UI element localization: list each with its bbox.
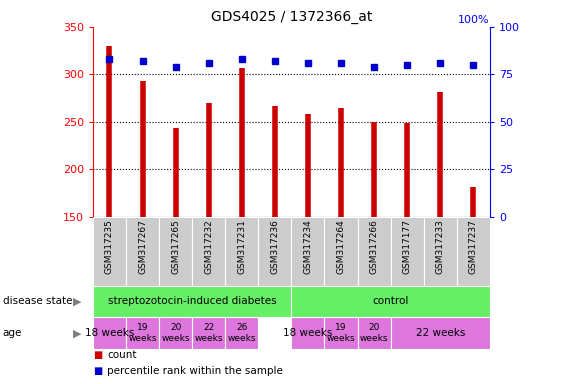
Bar xyxy=(192,217,225,286)
Bar xyxy=(225,317,258,349)
Text: ■: ■ xyxy=(93,366,102,376)
Bar xyxy=(159,217,192,286)
Text: 18 weeks: 18 weeks xyxy=(85,328,134,338)
Bar xyxy=(324,317,358,349)
Text: GSM317231: GSM317231 xyxy=(237,219,246,274)
Text: disease state: disease state xyxy=(3,296,72,306)
Text: ▶: ▶ xyxy=(73,328,82,338)
Text: 19
weeks: 19 weeks xyxy=(128,323,157,343)
Text: streptozotocin-induced diabetes: streptozotocin-induced diabetes xyxy=(108,296,276,306)
Text: percentile rank within the sample: percentile rank within the sample xyxy=(107,366,283,376)
Bar xyxy=(292,317,324,349)
Bar xyxy=(457,217,490,286)
Text: 22 weeks: 22 weeks xyxy=(415,328,465,338)
Text: 26
weeks: 26 weeks xyxy=(227,323,256,343)
Text: GSM317237: GSM317237 xyxy=(469,219,478,274)
Text: ▶: ▶ xyxy=(73,296,82,306)
Title: GDS4025 / 1372366_at: GDS4025 / 1372366_at xyxy=(211,10,372,25)
Text: 18 weeks: 18 weeks xyxy=(283,328,333,338)
Text: control: control xyxy=(372,296,409,306)
Bar xyxy=(225,217,258,286)
Bar xyxy=(391,217,423,286)
Bar xyxy=(423,217,457,286)
Text: ■: ■ xyxy=(93,350,102,360)
Bar xyxy=(292,217,324,286)
Text: 100%: 100% xyxy=(458,15,490,25)
Text: GSM317177: GSM317177 xyxy=(403,219,412,274)
Text: GSM317234: GSM317234 xyxy=(303,219,312,274)
Bar xyxy=(93,286,292,317)
Text: GSM317233: GSM317233 xyxy=(436,219,445,274)
Text: age: age xyxy=(3,328,22,338)
Text: GSM317232: GSM317232 xyxy=(204,219,213,274)
Bar xyxy=(93,317,126,349)
Text: GSM317235: GSM317235 xyxy=(105,219,114,274)
Text: 19
weeks: 19 weeks xyxy=(327,323,355,343)
Text: GSM317265: GSM317265 xyxy=(171,219,180,274)
Bar xyxy=(292,286,490,317)
Bar xyxy=(358,217,391,286)
Bar xyxy=(258,217,292,286)
Text: GSM317267: GSM317267 xyxy=(138,219,147,274)
Bar xyxy=(192,317,225,349)
Text: 20
weeks: 20 weeks xyxy=(162,323,190,343)
Bar xyxy=(126,317,159,349)
Bar xyxy=(126,217,159,286)
Text: count: count xyxy=(107,350,136,360)
Bar xyxy=(324,217,358,286)
Text: GSM317266: GSM317266 xyxy=(369,219,378,274)
Bar xyxy=(93,217,126,286)
Bar xyxy=(391,317,490,349)
Bar xyxy=(159,317,192,349)
Text: 20
weeks: 20 weeks xyxy=(360,323,388,343)
Text: GSM317236: GSM317236 xyxy=(270,219,279,274)
Text: GSM317264: GSM317264 xyxy=(337,219,346,274)
Bar xyxy=(358,317,391,349)
Text: 22
weeks: 22 weeks xyxy=(194,323,223,343)
